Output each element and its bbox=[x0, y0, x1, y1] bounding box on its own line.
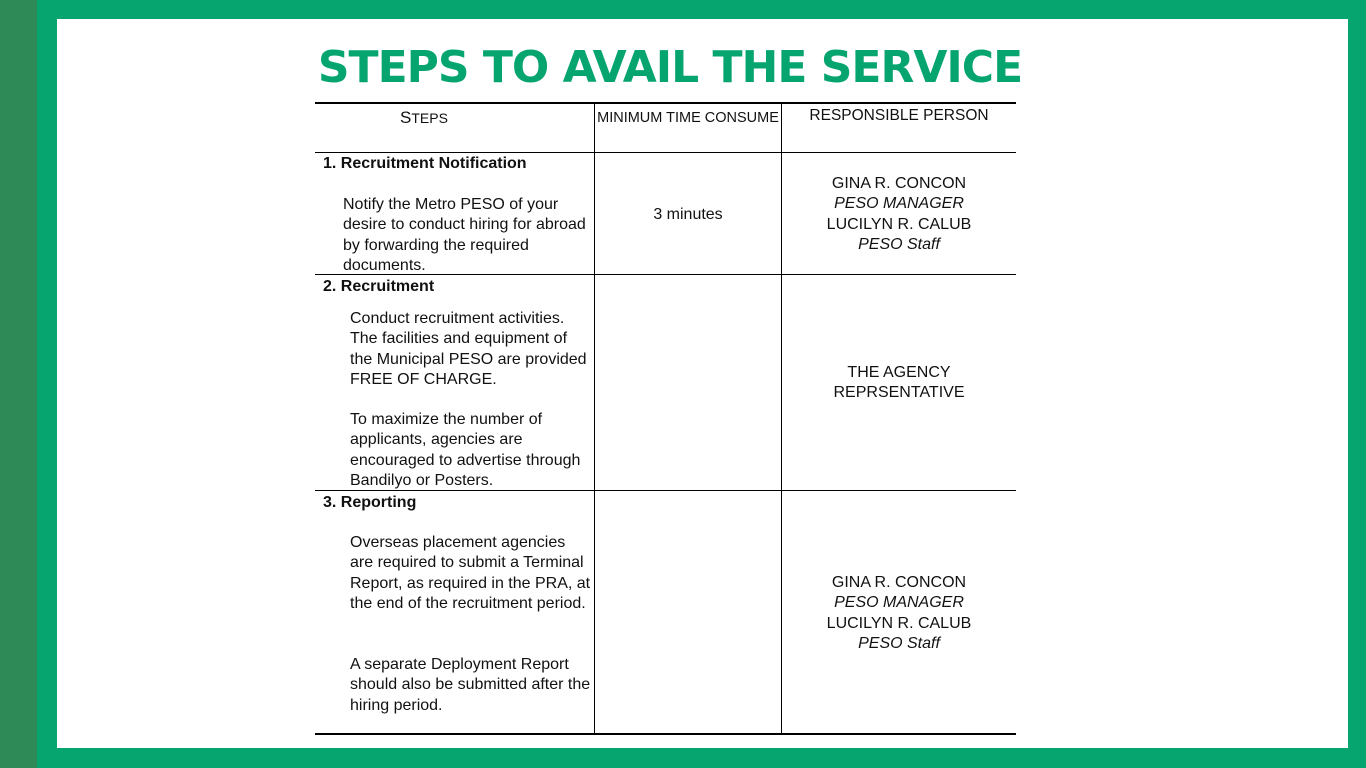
step-2-responsible: THE AGENCY REPRSENTATIVE bbox=[782, 363, 1016, 404]
slide-canvas bbox=[57, 19, 1348, 748]
step-1-responsible: GINA R. CONCON PESO MANAGER LUCILYN R. C… bbox=[782, 174, 1016, 255]
person-role: PESO Staff bbox=[858, 634, 940, 652]
column-divider bbox=[781, 104, 782, 733]
step-3-description: Overseas placement agencies are required… bbox=[350, 534, 591, 612]
row-divider bbox=[315, 274, 1016, 275]
header-responsible-person: RESPONSIBLE PERSON bbox=[809, 107, 989, 124]
step-1-title: 1. Recruitment Notification bbox=[323, 155, 527, 172]
responsible-line: REPRSENTATIVE bbox=[833, 384, 965, 402]
person-name: GINA R. CONCON bbox=[831, 175, 967, 192]
person-role: PESO Staff bbox=[858, 235, 940, 253]
slide-title: STEPS TO AVAIL THE SERVICE bbox=[317, 42, 1023, 93]
step-1-time: 3 minutes bbox=[653, 206, 723, 223]
person-name: LUCILYN R. CALUB bbox=[826, 215, 972, 233]
step-2-title: 2. Recruitment bbox=[323, 278, 435, 295]
step-2-description: Conduct recruitment activities. The faci… bbox=[350, 310, 587, 388]
step-1-description: Notify the Metro PESO of your desire to … bbox=[343, 196, 586, 274]
step-2-description: To maximize the number of applicants, ag… bbox=[350, 411, 581, 489]
header-minimum-time: MINIMUM TIME CONSUME bbox=[597, 110, 779, 126]
person-role: PESO MANAGER bbox=[834, 195, 964, 213]
header-steps: STEPS bbox=[400, 108, 448, 127]
step-3-title: 3. Reporting bbox=[323, 494, 417, 511]
person-name: LUCILYN R. CALUB bbox=[826, 614, 972, 632]
step-3-description: A separate Deployment Report should also… bbox=[350, 656, 591, 714]
person-role: PESO MANAGER bbox=[834, 594, 964, 612]
person-name: GINA R. CONCON bbox=[831, 574, 967, 591]
row-divider bbox=[315, 152, 1016, 153]
steps-table: STEPS MINIMUM TIME CONSUME RESPONSIBLE P… bbox=[315, 102, 1016, 735]
step-3-responsible: GINA R. CONCON PESO MANAGER LUCILYN R. C… bbox=[782, 573, 1016, 654]
responsible-line: THE AGENCY bbox=[847, 364, 951, 381]
left-accent-strip bbox=[0, 0, 37, 768]
column-divider bbox=[594, 104, 595, 733]
row-divider bbox=[315, 490, 1016, 491]
